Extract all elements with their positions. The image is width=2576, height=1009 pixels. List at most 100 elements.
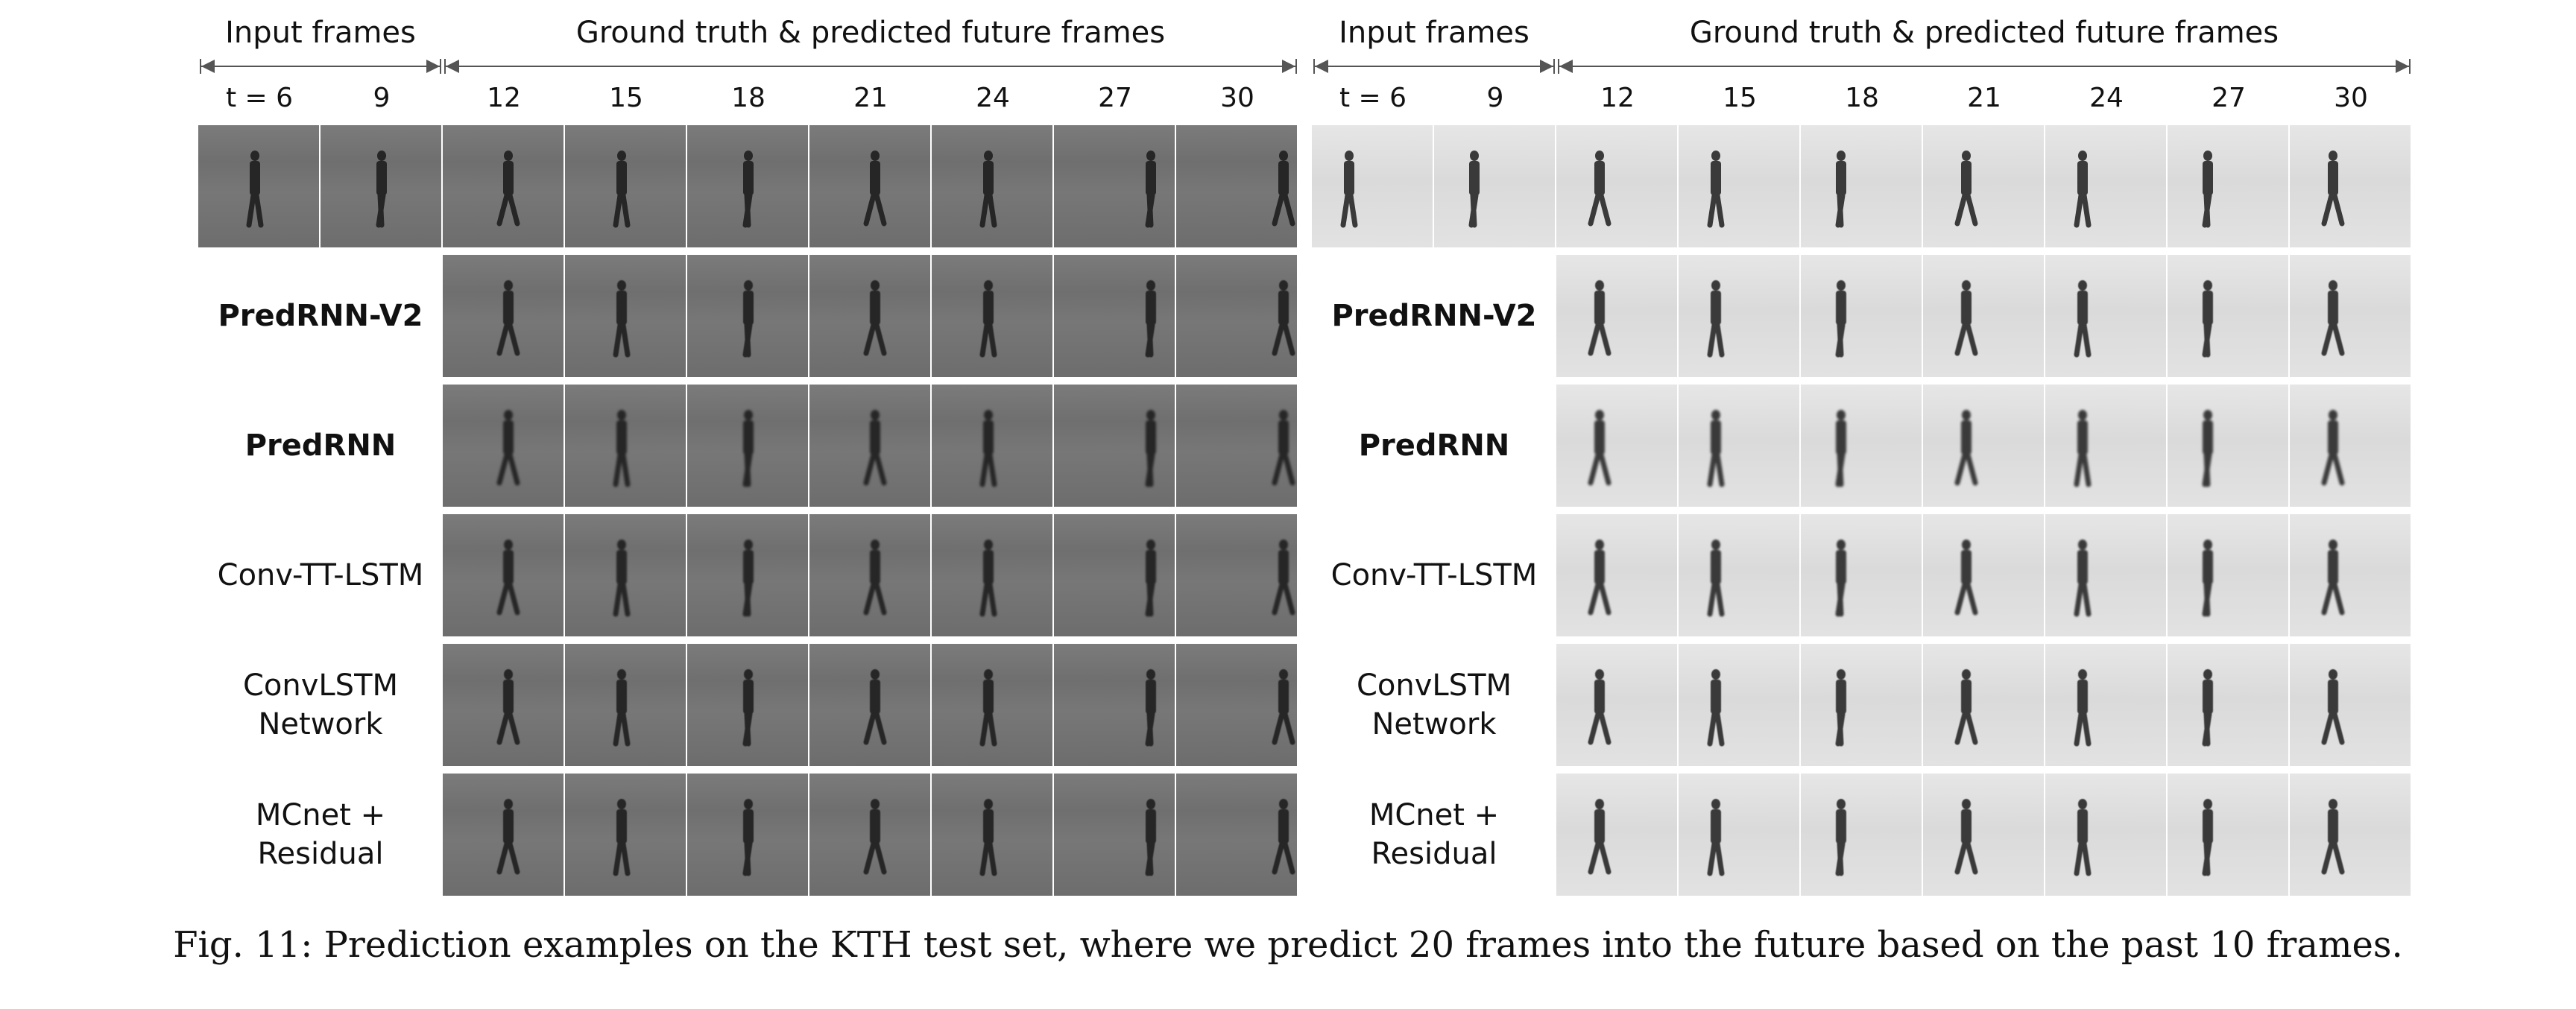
input-frame xyxy=(1312,125,1434,247)
walking-person-figure xyxy=(246,151,264,228)
walking-person-figure xyxy=(1145,799,1156,876)
predicted-frame xyxy=(1679,514,1801,636)
method-label: PredRNN-V2 xyxy=(198,255,443,377)
walking-person-figure xyxy=(979,280,997,358)
walking-person-figure xyxy=(613,669,631,747)
predicted-frame xyxy=(2168,514,2290,636)
predicted-frame xyxy=(1176,644,1298,766)
input-range-arrow xyxy=(1313,59,1555,74)
walking-person-figure xyxy=(1835,669,1846,747)
walking-person-figure xyxy=(863,540,887,616)
time-step-label: 12 xyxy=(487,83,521,113)
predicted-frame xyxy=(1923,514,2045,636)
walking-person-figure xyxy=(1145,280,1156,358)
walking-person-figure xyxy=(1954,540,1978,616)
walking-person-figure xyxy=(2074,540,2092,617)
walking-person-figure xyxy=(863,799,887,875)
predicted-frame xyxy=(932,255,1054,377)
ground-truth-header: Ground truth & predicted future frames xyxy=(1689,16,2279,50)
walking-person-figure xyxy=(742,410,754,487)
predicted-frame xyxy=(809,125,932,247)
predicted-frame xyxy=(1923,644,2045,766)
method-row: PredRNN-V2 xyxy=(198,255,1298,377)
walking-person-figure xyxy=(1954,151,1978,227)
method-label-line: MCnet + xyxy=(255,798,386,832)
predicted-frame xyxy=(2290,514,2412,636)
walking-person-figure xyxy=(2074,280,2092,358)
input-frame xyxy=(198,125,321,247)
walking-person-figure xyxy=(979,151,997,228)
walking-person-figure xyxy=(1835,151,1846,228)
walking-person-figure xyxy=(1835,799,1846,876)
predicted-frame xyxy=(809,385,932,507)
walking-person-figure xyxy=(1835,540,1846,617)
walking-person-figure xyxy=(1145,151,1156,228)
right-panel: Input frames Ground truth & predicted fut… xyxy=(1312,0,2412,909)
walking-person-figure xyxy=(1588,410,1611,486)
walking-person-figure xyxy=(496,799,520,875)
time-step-label: 24 xyxy=(2089,83,2124,113)
predicted-frame xyxy=(932,514,1054,636)
walking-person-figure xyxy=(2321,151,2345,227)
predicted-frame xyxy=(687,125,809,247)
predicted-frame xyxy=(1176,514,1298,636)
walking-person-figure xyxy=(613,540,631,617)
method-label-line: Network xyxy=(258,707,383,741)
predicted-frame xyxy=(2045,644,2168,766)
predicted-frame xyxy=(1923,774,2045,896)
walking-person-figure xyxy=(742,151,754,228)
time-step-label: 27 xyxy=(2212,83,2246,113)
predicted-frame xyxy=(2045,514,2168,636)
walking-person-figure xyxy=(742,280,754,358)
predicted-frame xyxy=(1556,385,1679,507)
predicted-frame xyxy=(1679,774,1801,896)
walking-person-figure xyxy=(2074,669,2092,747)
predicted-frame xyxy=(1054,385,1176,507)
walking-person-figure xyxy=(496,669,520,745)
predicted-frame xyxy=(1679,255,1801,377)
walking-person-figure xyxy=(1272,799,1295,875)
predicted-frame xyxy=(2045,125,2168,247)
walking-person-figure xyxy=(863,280,887,356)
predicted-frame xyxy=(565,514,687,636)
predicted-frame xyxy=(1679,125,1801,247)
predicted-frame xyxy=(443,255,565,377)
time-step-label: 30 xyxy=(1220,83,1254,113)
walking-person-figure xyxy=(1145,540,1156,617)
walking-person-figure xyxy=(1707,669,1725,747)
walking-person-figure xyxy=(1340,151,1358,228)
walking-person-figure xyxy=(2321,799,2345,875)
walking-person-figure xyxy=(1272,280,1295,356)
predicted-frame xyxy=(809,644,932,766)
predicted-frame xyxy=(1054,255,1176,377)
predicted-frame xyxy=(565,644,687,766)
method-row: Conv-TT-LSTM xyxy=(198,514,1298,636)
predicted-frame xyxy=(565,125,687,247)
predicted-frame xyxy=(1679,644,1801,766)
predicted-frame xyxy=(1923,255,2045,377)
method-row: PredRNN xyxy=(198,385,1298,507)
input-frame xyxy=(321,125,443,247)
predicted-frame xyxy=(1801,774,1923,896)
method-row: ConvLSTM Network xyxy=(1312,644,2412,766)
predicted-frame xyxy=(687,774,809,896)
walking-person-figure xyxy=(613,280,631,358)
method-label-line: Conv-TT-LSTM xyxy=(217,558,424,592)
walking-person-figure xyxy=(1588,151,1611,227)
method-label: ConvLSTM Network xyxy=(198,644,443,766)
input-frame xyxy=(1434,125,1556,247)
walking-person-figure xyxy=(979,669,997,747)
walking-person-figure xyxy=(1272,410,1295,486)
method-label-line: ConvLSTM xyxy=(242,668,399,703)
walking-person-figure xyxy=(2074,799,2092,876)
walking-person-figure xyxy=(1272,151,1295,227)
time-step-label: 15 xyxy=(1723,83,1757,113)
walking-person-figure xyxy=(742,540,754,617)
time-step-label: 27 xyxy=(1098,83,1132,113)
method-label: MCnet + Residual xyxy=(198,774,443,896)
predicted-frame xyxy=(1923,125,2045,247)
predicted-frame xyxy=(1556,644,1679,766)
ground-truth-header: Ground truth & predicted future frames xyxy=(575,16,1166,50)
method-label: Conv-TT-LSTM xyxy=(1312,514,1556,636)
predicted-frame xyxy=(443,385,565,507)
